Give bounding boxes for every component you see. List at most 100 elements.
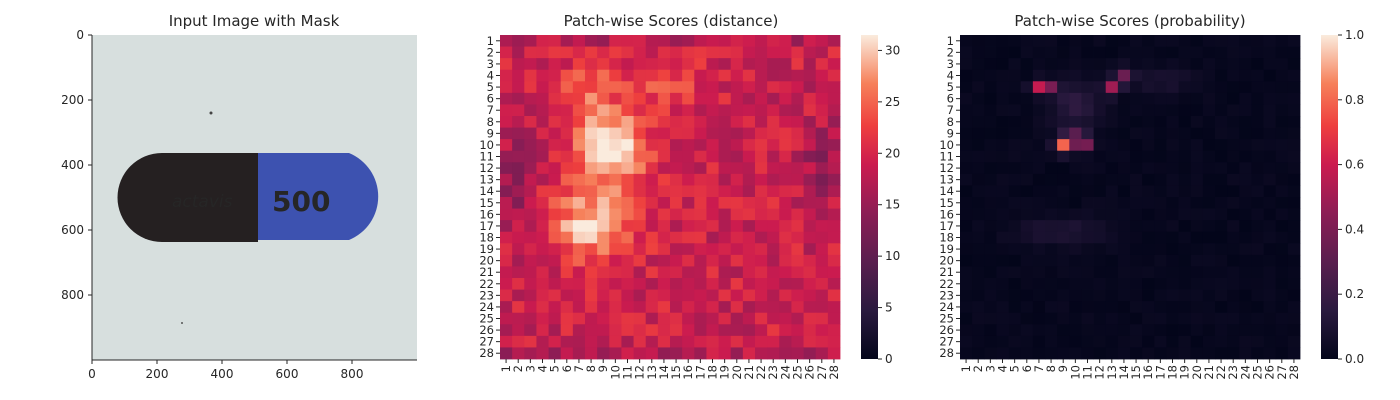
heatmap-cell bbox=[1130, 289, 1143, 302]
heatmap-cell bbox=[1069, 58, 1082, 71]
heatmap-cell bbox=[803, 116, 817, 128]
heatmap-cell bbox=[972, 150, 985, 163]
heatmap-cell bbox=[536, 243, 549, 256]
heatmap-cell bbox=[609, 92, 622, 105]
heatmap-cell bbox=[657, 81, 671, 94]
heatmap-cell bbox=[609, 81, 622, 94]
heatmap-cell bbox=[1275, 301, 1289, 314]
heatmap-cell bbox=[500, 139, 513, 152]
heatmap-cell bbox=[755, 46, 768, 59]
heatmap-cell bbox=[1069, 335, 1082, 348]
heatmap-cell bbox=[1105, 150, 1119, 163]
heatmap-cell bbox=[621, 104, 634, 117]
heatmap-row-label: 22 bbox=[479, 277, 494, 291]
heatmap-cell bbox=[1239, 324, 1252, 337]
heatmap-cell bbox=[767, 220, 780, 233]
heatmap-cell bbox=[730, 150, 744, 163]
heatmap-cell bbox=[984, 243, 997, 256]
heatmap-cell bbox=[791, 301, 804, 314]
heatmap-cell bbox=[694, 127, 707, 140]
probability-panel: Patch-wise Scores (probability) 12345678… bbox=[939, 12, 1364, 380]
heatmap-cell bbox=[657, 173, 671, 186]
heatmap-cell bbox=[803, 243, 817, 256]
heatmap-cell bbox=[1117, 231, 1131, 244]
heatmap-cell bbox=[1081, 116, 1094, 128]
heatmap-cell bbox=[1032, 46, 1046, 59]
heatmap-cell bbox=[500, 289, 513, 302]
heatmap-cell bbox=[512, 301, 525, 314]
heatmap-cell bbox=[1166, 139, 1179, 152]
heatmap-cell bbox=[1287, 35, 1301, 47]
heatmap-cell bbox=[730, 335, 744, 348]
heatmap-cell bbox=[585, 127, 598, 140]
heatmap-cell bbox=[645, 289, 659, 302]
heatmap-col-label: 9 bbox=[1056, 365, 1070, 372]
heatmap-cell bbox=[730, 127, 744, 140]
heatmap-cell bbox=[1117, 69, 1131, 82]
heatmap-cell bbox=[1057, 150, 1070, 163]
heatmap-cell bbox=[572, 231, 586, 244]
heatmap-cell bbox=[742, 254, 756, 267]
heatmap-cell bbox=[597, 116, 610, 128]
heatmap-cell bbox=[730, 58, 744, 71]
heatmap-cell bbox=[609, 231, 622, 244]
heatmap-cell bbox=[1178, 335, 1192, 348]
heatmap-cell bbox=[670, 173, 683, 186]
heatmap-cell bbox=[633, 254, 647, 267]
heatmap-cell bbox=[1154, 324, 1167, 337]
image-y-tick-label: 400 bbox=[61, 158, 84, 172]
heatmap-cell bbox=[755, 173, 768, 186]
heatmap-cell bbox=[1081, 254, 1094, 267]
heatmap-cell bbox=[1105, 266, 1119, 279]
heatmap-cell bbox=[1154, 208, 1167, 221]
image-y-tick-label: 800 bbox=[61, 288, 84, 302]
heatmap-cell bbox=[1154, 104, 1167, 117]
heatmap-cell bbox=[755, 335, 768, 348]
heatmap-cell bbox=[524, 81, 537, 94]
heatmap-cell bbox=[767, 116, 780, 128]
heatmap-cell bbox=[657, 312, 671, 325]
heatmap-cell bbox=[1142, 127, 1155, 140]
heatmap-cell bbox=[1251, 162, 1264, 175]
heatmap-cell bbox=[706, 139, 719, 152]
heatmap-cell bbox=[1215, 243, 1228, 256]
heatmap-col-label: 14 bbox=[657, 365, 671, 380]
heatmap-cell bbox=[548, 116, 562, 128]
heatmap-cell bbox=[1008, 92, 1022, 105]
heatmap-cell bbox=[1275, 150, 1289, 163]
heatmap-cell bbox=[1263, 312, 1277, 325]
heatmap-cell bbox=[1045, 220, 1058, 233]
heatmap-cell bbox=[767, 197, 780, 209]
heatmap-cell bbox=[1154, 35, 1167, 47]
heatmap-cell bbox=[755, 243, 768, 256]
heatmap-cell bbox=[767, 46, 780, 59]
heatmap-cell bbox=[730, 162, 744, 175]
colorbar-tick-label: 0.2 bbox=[1345, 287, 1364, 301]
heatmap-cell bbox=[621, 116, 634, 128]
heatmap-cell bbox=[767, 347, 780, 360]
heatmap-cell bbox=[1227, 231, 1240, 244]
heatmap-cell bbox=[1105, 347, 1119, 360]
heatmap-cell bbox=[1190, 243, 1204, 256]
heatmap-cell bbox=[827, 104, 841, 117]
heatmap-cell bbox=[1239, 58, 1252, 71]
heatmap-cell bbox=[597, 35, 610, 47]
heatmap-cell bbox=[1020, 243, 1034, 256]
heatmap-cell bbox=[1215, 35, 1228, 47]
heatmap-cell bbox=[1239, 301, 1252, 314]
heatmap-cell bbox=[996, 139, 1009, 152]
heatmap-cell bbox=[827, 81, 841, 94]
heatmap-cell bbox=[791, 127, 804, 140]
heatmap-cell bbox=[500, 278, 513, 290]
heatmap-cell bbox=[645, 243, 659, 256]
heatmap-cell bbox=[1069, 301, 1082, 314]
heatmap-cell bbox=[1215, 127, 1228, 140]
heatmap-cell bbox=[706, 243, 719, 256]
heatmap-cell bbox=[767, 243, 780, 256]
heatmap-cell bbox=[1008, 254, 1022, 267]
heatmap-col-label: 24 bbox=[778, 365, 792, 380]
heatmap-cell bbox=[572, 139, 586, 152]
heatmap-cell bbox=[996, 127, 1009, 140]
heatmap-cell bbox=[1130, 173, 1143, 186]
heatmap-cell bbox=[1251, 335, 1264, 348]
